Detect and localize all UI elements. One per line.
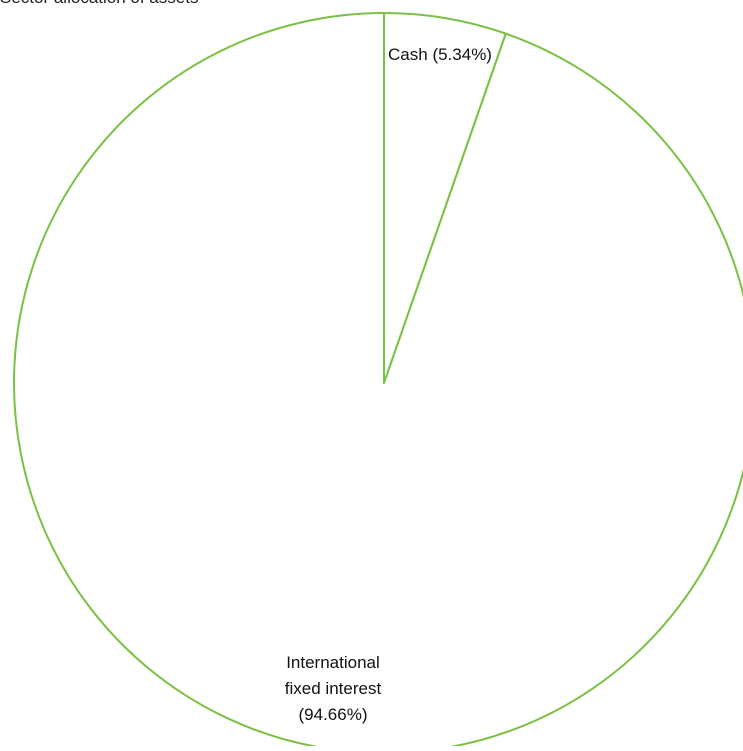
slice-label-international-fixed-interest: International fixed interest (94.66%) xyxy=(285,653,382,724)
slice-label-line: fixed interest xyxy=(285,679,382,698)
slice-label-line: International xyxy=(286,653,380,672)
chart-title: Sector allocation of assets xyxy=(0,0,198,8)
slice-label-cash: Cash (5.34%) xyxy=(388,45,492,64)
pie-slice-international-fixed-interest xyxy=(13,12,743,751)
slice-label-line: Cash (5.34%) xyxy=(388,45,492,64)
slice-label-line: (94.66%) xyxy=(299,705,368,724)
